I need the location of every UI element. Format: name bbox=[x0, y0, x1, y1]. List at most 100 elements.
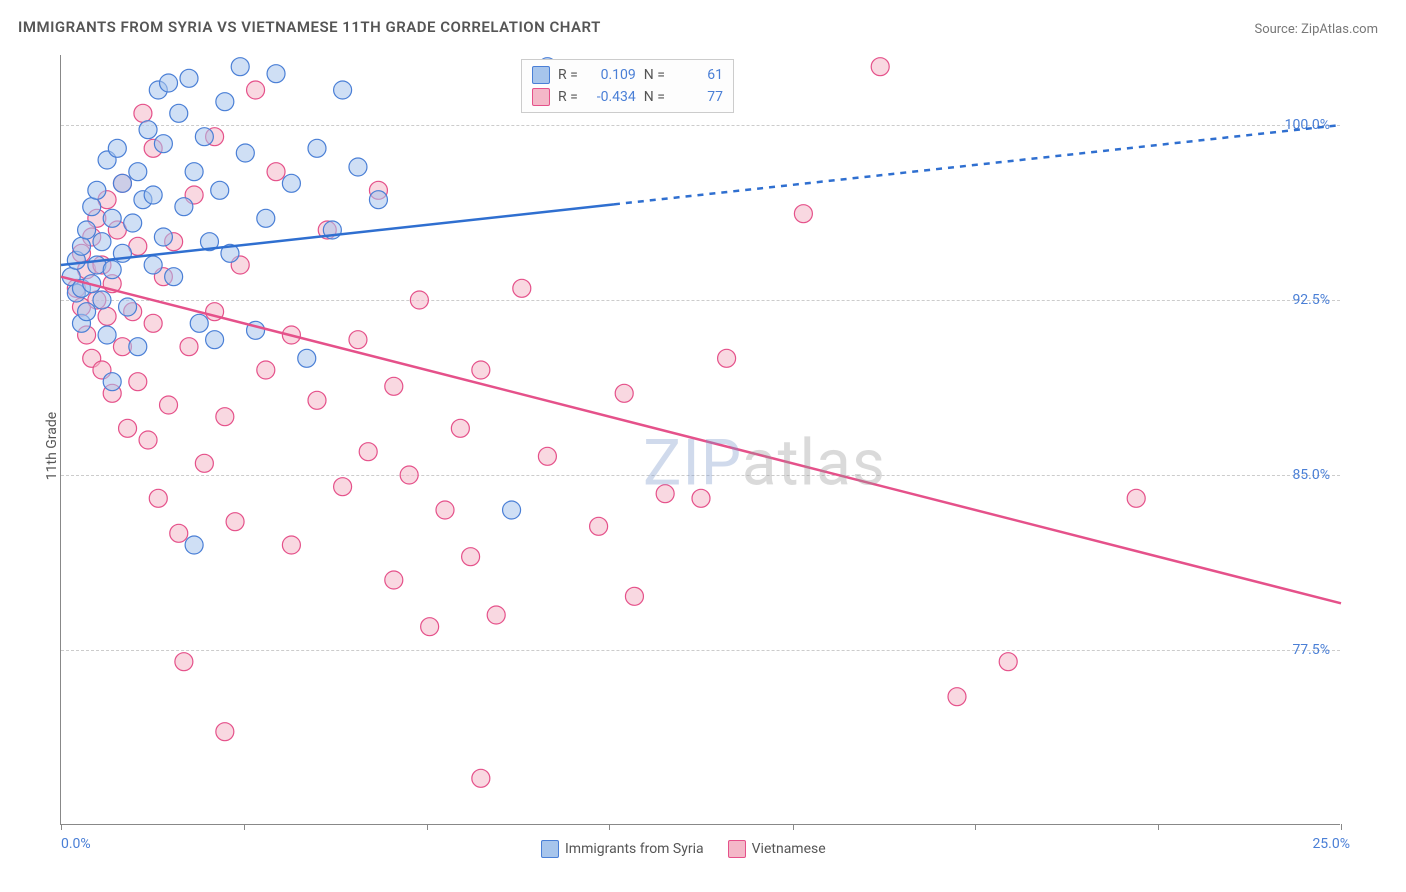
point-vietnamese bbox=[385, 571, 403, 589]
point-syria bbox=[231, 58, 249, 76]
point-syria bbox=[170, 104, 188, 122]
point-vietnamese bbox=[216, 408, 234, 426]
r-value-syria: 0.109 bbox=[586, 67, 636, 83]
point-syria bbox=[129, 163, 147, 181]
point-vietnamese bbox=[871, 58, 889, 76]
point-vietnamese bbox=[794, 205, 812, 223]
point-vietnamese bbox=[216, 723, 234, 741]
trendline-vietnamese bbox=[61, 277, 1341, 604]
point-vietnamese bbox=[421, 618, 439, 636]
point-vietnamese bbox=[257, 361, 275, 379]
xtick-mark bbox=[1341, 824, 1342, 830]
xtick-mark bbox=[609, 824, 610, 830]
xtick-mark bbox=[427, 824, 428, 830]
point-syria bbox=[124, 214, 142, 232]
point-vietnamese bbox=[308, 391, 326, 409]
point-syria bbox=[98, 326, 116, 344]
bottom-legend: Immigrants from Syria Vietnamese bbox=[541, 840, 826, 858]
trendline-solid-syria bbox=[61, 204, 614, 265]
point-syria bbox=[93, 291, 111, 309]
point-syria bbox=[190, 314, 208, 332]
point-syria bbox=[72, 237, 90, 255]
swatch-syria bbox=[541, 840, 559, 858]
point-syria bbox=[88, 181, 106, 199]
xtick-mark bbox=[61, 824, 62, 830]
point-vietnamese bbox=[226, 513, 244, 531]
point-vietnamese bbox=[625, 587, 643, 605]
point-syria bbox=[195, 128, 213, 146]
point-vietnamese bbox=[436, 501, 454, 519]
trendline-dashed-syria bbox=[614, 125, 1341, 204]
point-syria bbox=[144, 186, 162, 204]
xtick-mark bbox=[244, 824, 245, 830]
xtick-label-max: 25.0% bbox=[1312, 836, 1350, 852]
point-syria bbox=[308, 139, 326, 157]
point-vietnamese bbox=[98, 307, 116, 325]
swatch-vietnamese bbox=[728, 840, 746, 858]
point-vietnamese bbox=[119, 419, 137, 437]
point-syria bbox=[180, 69, 198, 87]
legend-item-syria: Immigrants from Syria bbox=[541, 840, 704, 858]
point-vietnamese bbox=[282, 536, 300, 554]
point-syria bbox=[154, 228, 172, 246]
legend-row-vietnamese: R = -0.434 N = 77 bbox=[532, 86, 723, 108]
point-syria bbox=[119, 298, 137, 316]
y-axis-label: 11th Grade bbox=[44, 412, 60, 480]
point-syria bbox=[103, 373, 121, 391]
point-vietnamese bbox=[692, 489, 710, 507]
point-syria bbox=[503, 501, 521, 519]
point-syria bbox=[282, 174, 300, 192]
chart-title: IMMIGRANTS FROM SYRIA VS VIETNAMESE 11TH… bbox=[18, 18, 601, 36]
plot-area: 77.5%85.0%92.5%100.0% ZIPatlas R = 0.109… bbox=[60, 55, 1340, 825]
point-syria bbox=[154, 135, 172, 153]
point-syria bbox=[139, 121, 157, 139]
point-syria bbox=[349, 158, 367, 176]
point-syria bbox=[216, 93, 234, 111]
point-syria bbox=[108, 139, 126, 157]
point-syria bbox=[93, 233, 111, 251]
point-syria bbox=[129, 338, 147, 356]
n-value-syria: 61 bbox=[673, 67, 723, 83]
point-vietnamese bbox=[400, 466, 418, 484]
r-label: R = bbox=[558, 89, 578, 105]
source-attribution: Source: ZipAtlas.com bbox=[1254, 22, 1378, 37]
point-syria bbox=[257, 209, 275, 227]
point-syria bbox=[113, 174, 131, 192]
point-syria bbox=[267, 65, 285, 83]
point-syria bbox=[185, 163, 203, 181]
r-value-vietnamese: -0.434 bbox=[586, 89, 636, 105]
point-syria bbox=[78, 221, 96, 239]
point-syria bbox=[369, 191, 387, 209]
point-vietnamese bbox=[590, 517, 608, 535]
point-vietnamese bbox=[462, 548, 480, 566]
n-label: N = bbox=[644, 67, 665, 83]
n-value-vietnamese: 77 bbox=[673, 89, 723, 105]
point-vietnamese bbox=[451, 419, 469, 437]
point-vietnamese bbox=[385, 377, 403, 395]
xtick-label-min: 0.0% bbox=[61, 836, 91, 852]
point-vietnamese bbox=[160, 396, 178, 414]
legend-item-vietnamese: Vietnamese bbox=[728, 840, 826, 858]
point-syria bbox=[83, 198, 101, 216]
point-syria bbox=[160, 74, 178, 92]
point-vietnamese bbox=[170, 524, 188, 542]
point-vietnamese bbox=[410, 291, 428, 309]
correlation-legend-box: R = 0.109 N = 61 R = -0.434 N = 77 bbox=[521, 59, 734, 113]
point-vietnamese bbox=[247, 81, 265, 99]
xtick-mark bbox=[1158, 824, 1159, 830]
point-syria bbox=[334, 81, 352, 99]
point-vietnamese bbox=[267, 163, 285, 181]
point-vietnamese bbox=[656, 485, 674, 503]
point-vietnamese bbox=[349, 331, 367, 349]
point-vietnamese bbox=[334, 478, 352, 496]
swatch-vietnamese bbox=[532, 88, 550, 106]
point-vietnamese bbox=[175, 653, 193, 671]
legend-label-syria: Immigrants from Syria bbox=[565, 841, 704, 857]
r-label: R = bbox=[558, 67, 578, 83]
point-syria bbox=[298, 349, 316, 367]
legend-row-syria: R = 0.109 N = 61 bbox=[532, 64, 723, 86]
point-vietnamese bbox=[718, 349, 736, 367]
point-syria bbox=[144, 256, 162, 274]
point-vietnamese bbox=[139, 431, 157, 449]
point-vietnamese bbox=[129, 373, 147, 391]
